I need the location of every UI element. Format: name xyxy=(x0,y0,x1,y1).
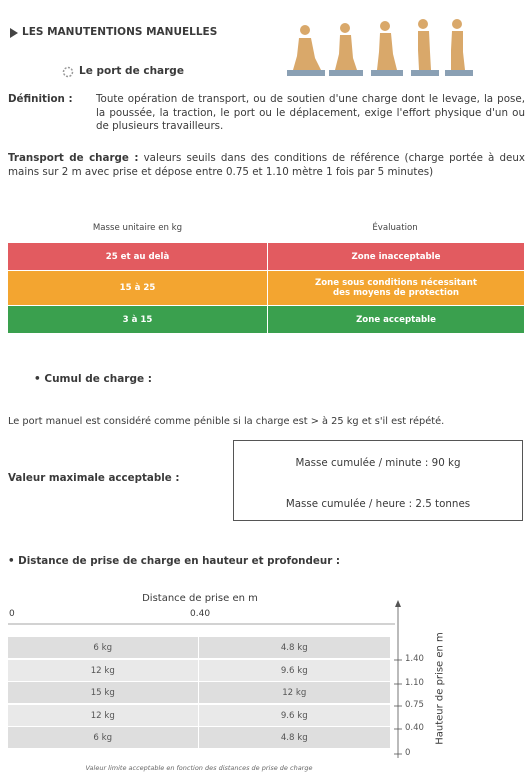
triangle-icon xyxy=(10,28,18,38)
table-row: 25 et au delà Zone inacceptable xyxy=(8,243,524,270)
cell: 15 kg xyxy=(8,682,198,703)
y-tick-label: 0 xyxy=(405,748,410,758)
cell: Zone sous conditions nécessitant des moy… xyxy=(268,271,524,305)
subtitle: Le port de charge xyxy=(79,65,184,77)
cell: 25 et au delà xyxy=(8,243,268,270)
header-cell: Masse unitaire en kg xyxy=(8,220,267,236)
page: {"header":{"title":"LES MANUTENTIONS MAN… xyxy=(0,0,532,776)
cell: 12 kg xyxy=(8,705,198,726)
header-cell: Évaluation xyxy=(267,220,523,236)
cell: 4.8 kg xyxy=(198,727,391,748)
definition-text: Toute opération de transport, ou de sout… xyxy=(96,93,525,134)
cell: 9.6 kg xyxy=(198,660,391,681)
table-header: Masse unitaire en kg Évaluation xyxy=(8,220,524,236)
caption: Valeur limite acceptable en fonction des… xyxy=(8,764,390,772)
max-line: Masse cumulée / heure : 2.5 tonnes xyxy=(233,498,523,510)
cell: Zone acceptable xyxy=(268,306,524,333)
definition-label: Définition : xyxy=(8,93,98,107)
table-row: 15 à 25 Zone sous conditions nécessitant… xyxy=(8,271,524,305)
gear-icon xyxy=(62,66,74,78)
cumul-text: Le port manuel est considéré comme pénib… xyxy=(8,416,444,427)
cell: 12 kg xyxy=(198,682,391,703)
cell: 6 kg xyxy=(8,727,198,748)
y-tick-label: 0.75 xyxy=(405,700,424,710)
y-tick-label: 0.40 xyxy=(405,723,424,733)
cell: 9.6 kg xyxy=(198,705,391,726)
cell: 12 kg xyxy=(8,660,198,681)
cell: 15 à 25 xyxy=(8,271,268,305)
cell: Zone inacceptable xyxy=(268,243,524,270)
y-tick-label: 1.10 xyxy=(405,678,424,688)
transport-paragraph: Transport de charge : valeurs seuils dan… xyxy=(8,152,525,179)
max-label: Valeur maximale acceptable : xyxy=(8,472,179,484)
header-title: LES MANUTENTIONS MANUELLES xyxy=(22,26,217,38)
cumul-title: • Cumul de charge : xyxy=(34,373,152,385)
y-axis-label: Hauteur de prise en m xyxy=(435,629,446,749)
cell: 3 à 15 xyxy=(8,306,268,333)
illustration xyxy=(285,18,475,80)
distance-title-text: Distance de prise de charge en hauteur e… xyxy=(18,555,340,567)
max-line: Masse cumulée / minute : 90 kg xyxy=(233,457,523,469)
y-tick-label: 1.40 xyxy=(405,654,424,664)
transport-label: Transport de charge : xyxy=(8,152,138,164)
cell: 6 kg xyxy=(8,637,198,658)
cell: 4.8 kg xyxy=(198,637,391,658)
table-row: 3 à 15 Zone acceptable xyxy=(8,306,524,333)
cumul-title-text: Cumul de charge : xyxy=(44,373,152,385)
distance-title: • Distance de prise de charge en hauteur… xyxy=(8,555,340,567)
